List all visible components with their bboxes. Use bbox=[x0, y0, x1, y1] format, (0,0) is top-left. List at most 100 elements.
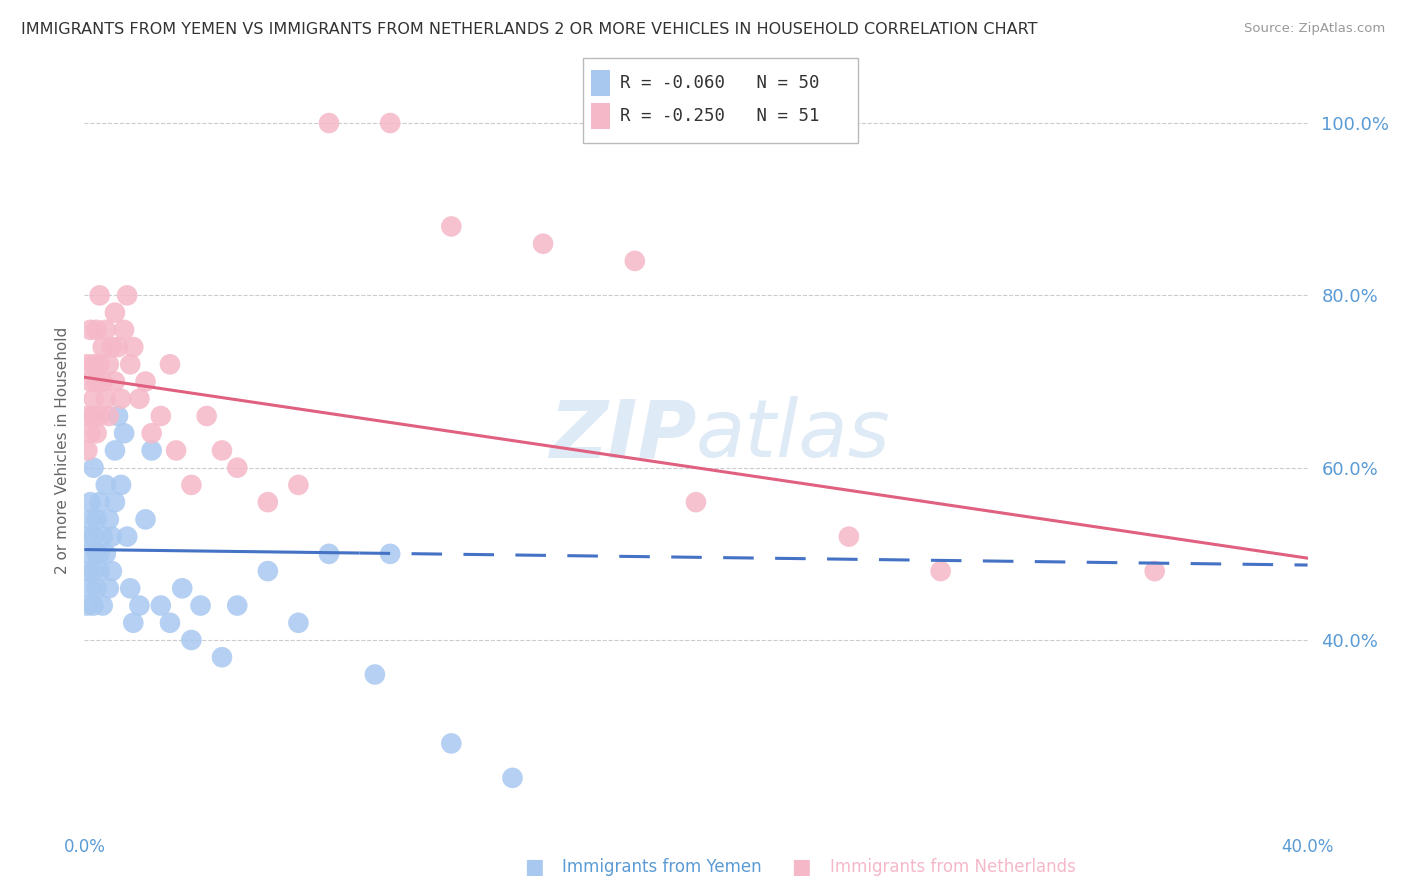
Point bbox=[226, 599, 249, 613]
Text: ■: ■ bbox=[524, 857, 544, 877]
Point bbox=[91, 599, 114, 613]
Point bbox=[83, 530, 105, 544]
Point bbox=[287, 478, 309, 492]
Point bbox=[101, 530, 124, 544]
Point bbox=[104, 443, 127, 458]
Point bbox=[364, 667, 387, 681]
Point bbox=[685, 495, 707, 509]
Point bbox=[97, 357, 120, 371]
Point bbox=[86, 512, 108, 526]
Point bbox=[91, 340, 114, 354]
Point bbox=[79, 323, 101, 337]
Point bbox=[380, 547, 402, 561]
Point bbox=[318, 547, 340, 561]
Point bbox=[94, 392, 117, 406]
Text: ZIP: ZIP bbox=[548, 396, 696, 475]
Text: R = -0.250   N = 51: R = -0.250 N = 51 bbox=[620, 107, 820, 125]
Point bbox=[122, 340, 145, 354]
Text: Immigrants from Netherlands: Immigrants from Netherlands bbox=[830, 858, 1076, 876]
Point bbox=[135, 512, 157, 526]
Point bbox=[141, 443, 163, 458]
Point bbox=[211, 650, 233, 665]
Point bbox=[101, 564, 124, 578]
Point bbox=[94, 323, 117, 337]
Point bbox=[135, 375, 157, 389]
Point bbox=[89, 495, 111, 509]
Point bbox=[115, 530, 138, 544]
Point bbox=[83, 392, 105, 406]
Point bbox=[120, 582, 142, 596]
Point bbox=[257, 564, 280, 578]
Point bbox=[83, 599, 105, 613]
Text: IMMIGRANTS FROM YEMEN VS IMMIGRANTS FROM NETHERLANDS 2 OR MORE VEHICLES IN HOUSE: IMMIGRANTS FROM YEMEN VS IMMIGRANTS FROM… bbox=[21, 22, 1038, 37]
Point bbox=[76, 530, 98, 544]
Point bbox=[107, 340, 129, 354]
Point bbox=[76, 357, 98, 371]
Point bbox=[104, 495, 127, 509]
Point bbox=[86, 547, 108, 561]
Point bbox=[94, 478, 117, 492]
Point bbox=[624, 254, 647, 268]
Point bbox=[86, 375, 108, 389]
Point bbox=[91, 375, 114, 389]
Text: ■: ■ bbox=[792, 857, 811, 877]
Point bbox=[83, 564, 105, 578]
Point bbox=[79, 512, 101, 526]
Point bbox=[89, 357, 111, 371]
Point bbox=[97, 582, 120, 596]
Point bbox=[149, 599, 172, 613]
Point bbox=[1143, 564, 1166, 578]
Point bbox=[838, 530, 860, 544]
Point bbox=[79, 495, 101, 509]
Text: Immigrants from Yemen: Immigrants from Yemen bbox=[562, 858, 762, 876]
Point bbox=[141, 426, 163, 441]
Point bbox=[211, 443, 233, 458]
Point bbox=[122, 615, 145, 630]
Point bbox=[91, 530, 114, 544]
Point bbox=[318, 116, 340, 130]
Text: Source: ZipAtlas.com: Source: ZipAtlas.com bbox=[1244, 22, 1385, 36]
Y-axis label: 2 or more Vehicles in Household: 2 or more Vehicles in Household bbox=[55, 326, 70, 574]
Point bbox=[76, 409, 98, 423]
Point bbox=[107, 409, 129, 423]
Point bbox=[120, 357, 142, 371]
Point bbox=[79, 582, 101, 596]
Point bbox=[128, 392, 150, 406]
Point bbox=[110, 392, 132, 406]
Point bbox=[180, 633, 202, 648]
Point bbox=[104, 305, 127, 319]
Text: atlas: atlas bbox=[696, 396, 891, 475]
Point bbox=[149, 409, 172, 423]
Point bbox=[83, 357, 105, 371]
Point bbox=[110, 478, 132, 492]
Point bbox=[531, 236, 554, 251]
Point bbox=[79, 547, 101, 561]
Point bbox=[86, 582, 108, 596]
Point bbox=[86, 323, 108, 337]
Point bbox=[380, 116, 402, 130]
Point bbox=[257, 495, 280, 509]
Point bbox=[79, 426, 101, 441]
Point bbox=[89, 409, 111, 423]
Point bbox=[83, 460, 105, 475]
Point bbox=[440, 219, 463, 234]
Point bbox=[83, 409, 105, 423]
Point bbox=[502, 771, 524, 785]
Point bbox=[190, 599, 212, 613]
Point bbox=[76, 599, 98, 613]
Point bbox=[112, 426, 135, 441]
Point bbox=[76, 443, 98, 458]
Text: R = -0.060   N = 50: R = -0.060 N = 50 bbox=[620, 74, 820, 92]
Point bbox=[89, 564, 111, 578]
Point bbox=[104, 375, 127, 389]
Point bbox=[165, 443, 187, 458]
Point bbox=[440, 736, 463, 750]
Point bbox=[76, 564, 98, 578]
Point bbox=[115, 288, 138, 302]
Point bbox=[89, 288, 111, 302]
Point bbox=[128, 599, 150, 613]
Point bbox=[112, 323, 135, 337]
Point bbox=[226, 460, 249, 475]
Point bbox=[172, 582, 194, 596]
Point bbox=[929, 564, 952, 578]
